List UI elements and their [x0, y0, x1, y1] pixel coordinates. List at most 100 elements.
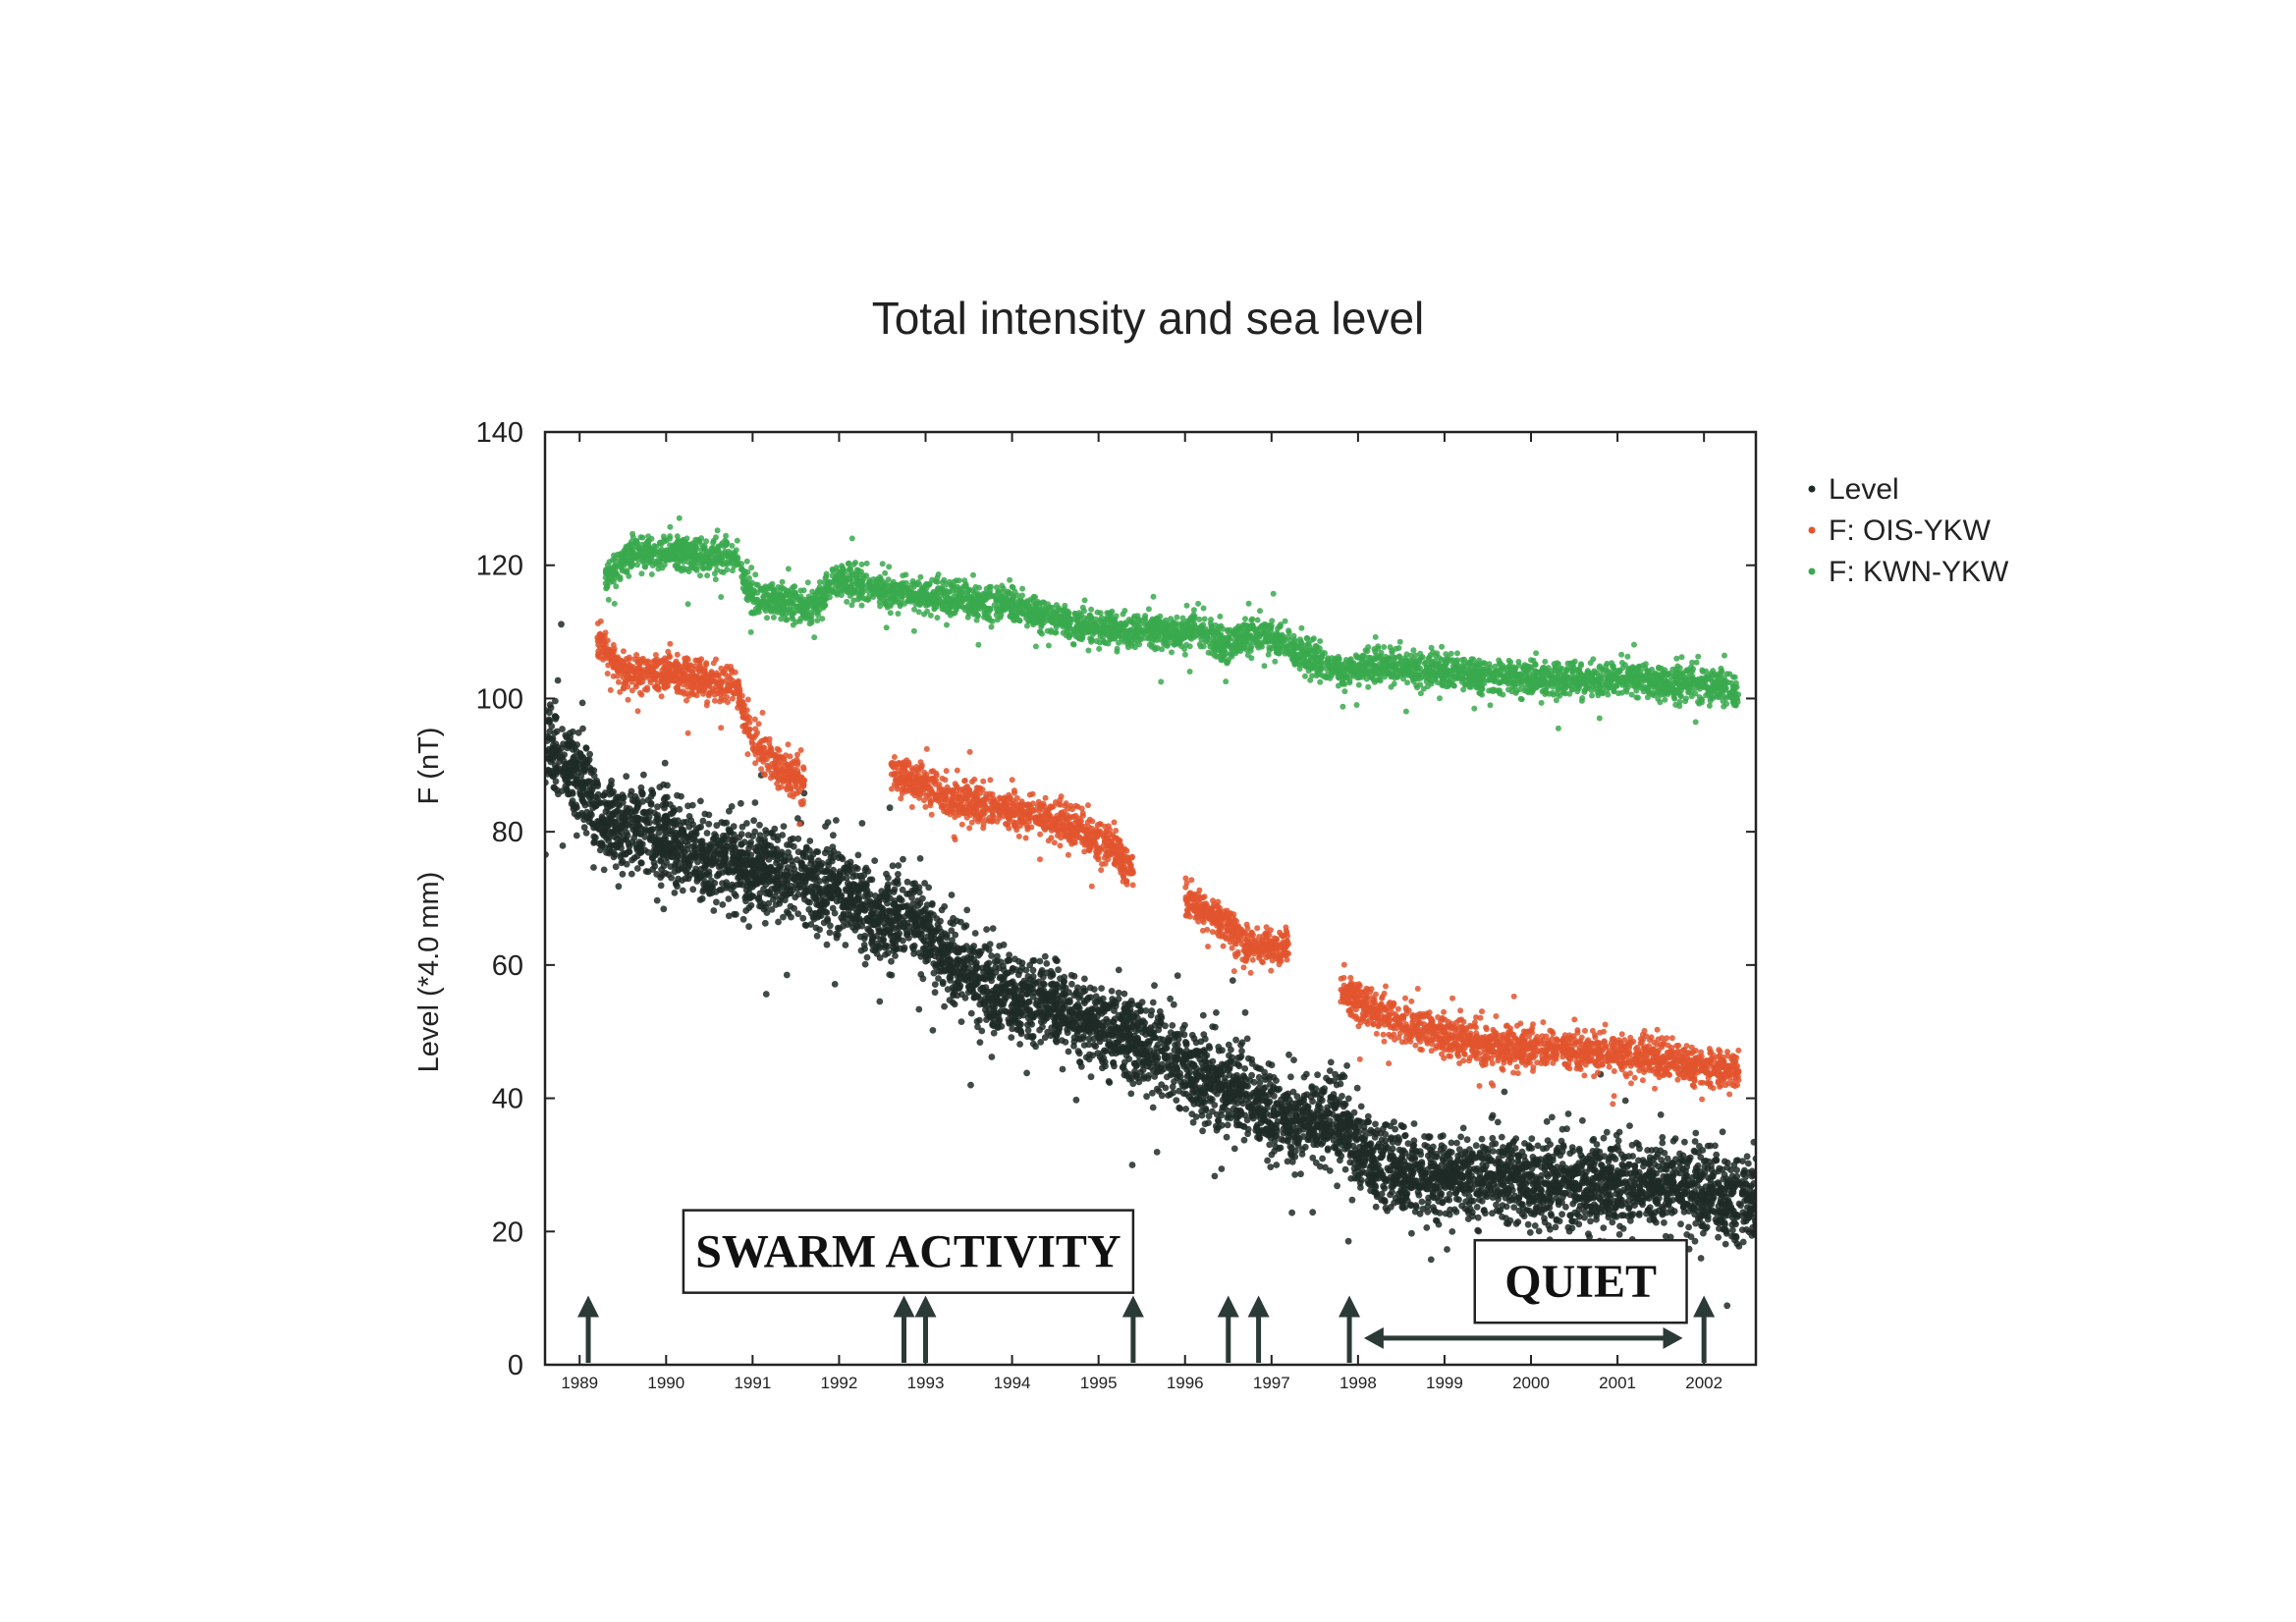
data-point: [1273, 1162, 1281, 1168]
data-point: [799, 914, 807, 922]
data-point: [854, 887, 862, 894]
data-point: [1549, 1113, 1556, 1121]
data-point: [1191, 1084, 1199, 1092]
data-point: [1158, 1060, 1166, 1068]
data-point: [713, 842, 720, 849]
data-point: [1424, 1208, 1432, 1216]
data-point: [1558, 1161, 1566, 1167]
data-point: [917, 971, 925, 978]
data-point: [1293, 1124, 1301, 1132]
data-point: [823, 868, 831, 876]
data-point: [691, 829, 698, 837]
data-point: [1213, 1009, 1220, 1016]
data-point: [606, 843, 614, 851]
data-point: [726, 828, 734, 835]
data-point: [1314, 1071, 1321, 1079]
data-point: [677, 859, 683, 867]
data-point: [822, 823, 829, 830]
data-point: [1139, 1017, 1147, 1025]
data-point: [1398, 1199, 1406, 1207]
data-point: [678, 792, 684, 800]
data-point: [632, 814, 640, 822]
data-point: [1054, 1002, 1061, 1010]
data-point: [868, 910, 876, 918]
data-point: [1541, 1166, 1549, 1173]
data-point: [1303, 1070, 1310, 1078]
data-point: [1115, 966, 1122, 974]
data-point: [1114, 1041, 1121, 1048]
data-point: [636, 839, 644, 847]
data-point: [653, 845, 660, 853]
data-point: [816, 926, 823, 934]
data-point: [641, 809, 648, 816]
data-point: [823, 845, 831, 853]
data-point: [706, 890, 713, 897]
data-point: [1315, 1121, 1322, 1129]
data-point: [551, 753, 558, 761]
data-point: [886, 929, 894, 937]
data-point: [1144, 1053, 1152, 1060]
data-point: [697, 845, 705, 853]
data-point: [1526, 1228, 1534, 1236]
data-point: [1463, 1136, 1471, 1144]
data-point: [1202, 1058, 1210, 1066]
data-point: [1180, 1052, 1188, 1058]
data-point: [1410, 1120, 1418, 1127]
data-point: [1188, 1031, 1196, 1039]
data-point: [1074, 984, 1081, 992]
data-point: [1098, 1029, 1105, 1037]
data-point: [842, 942, 849, 948]
data-point: [1236, 1092, 1244, 1099]
data-point: [1367, 1187, 1374, 1195]
data-point: [1005, 956, 1012, 964]
data-point: [598, 841, 606, 849]
data-point: [1179, 1059, 1186, 1067]
data-point: [1017, 1000, 1025, 1006]
data-point: [688, 801, 696, 809]
data-point: [1494, 1187, 1502, 1195]
data-point: [696, 896, 704, 903]
data-point: [966, 985, 974, 993]
data-point: [733, 910, 739, 918]
data-point: [1301, 1143, 1309, 1151]
data-point: [1287, 1073, 1294, 1081]
data-point: [1039, 1012, 1046, 1019]
data-point: [943, 949, 950, 956]
data-point: [1249, 1102, 1256, 1108]
data-point: [1314, 1132, 1322, 1140]
data-point: [1346, 1159, 1354, 1166]
data-point: [1261, 1068, 1268, 1076]
data-point: [1179, 1025, 1186, 1032]
data-point: [569, 765, 576, 773]
data-point: [989, 925, 997, 932]
data-point: [1347, 1150, 1354, 1157]
data-point: [1436, 1210, 1444, 1216]
data-point: [610, 848, 617, 856]
data-point: [1340, 1073, 1348, 1080]
data-point: [651, 809, 658, 817]
data-point: [970, 943, 978, 949]
data-point: [806, 838, 814, 844]
data-point: [843, 903, 850, 911]
data-point: [876, 954, 884, 961]
data-point: [1085, 1006, 1092, 1014]
data-point: [579, 753, 586, 761]
data-point: [1189, 1076, 1196, 1084]
data-point: [1405, 1153, 1413, 1161]
data-point: [895, 880, 902, 888]
data-point: [794, 891, 802, 898]
data-point: [1085, 1027, 1092, 1034]
data-point: [774, 866, 781, 874]
data-point: [1280, 1111, 1287, 1119]
data-point: [1106, 1079, 1114, 1086]
data-point: [1427, 1146, 1434, 1154]
data-point: [1402, 1176, 1410, 1184]
data-point: [932, 946, 940, 953]
data-point: [899, 886, 906, 893]
data-point: [705, 820, 713, 828]
data-point: [1036, 957, 1044, 965]
data-point: [590, 864, 597, 871]
data-point: [791, 904, 797, 912]
data-point: [1569, 1147, 1577, 1155]
data-point: [642, 868, 650, 875]
